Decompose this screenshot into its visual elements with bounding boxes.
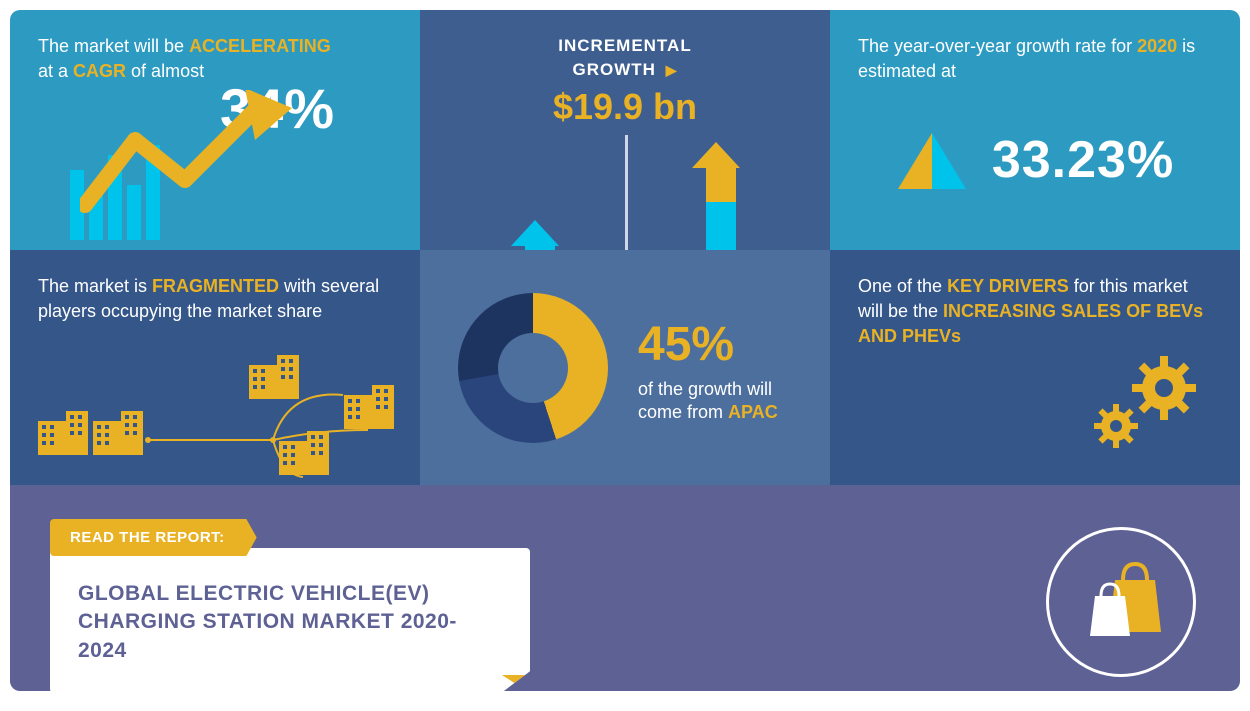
yoy-value: 33.23%: [992, 124, 1174, 197]
text: The market will be: [38, 36, 189, 56]
trend-arrow-icon: [80, 90, 420, 230]
report-title-card: GLOBAL ELECTRIC VEHICLE(EV) CHARGING STA…: [50, 548, 530, 691]
gears-icon: [1086, 354, 1206, 461]
highlight-year: 2020: [1137, 36, 1177, 56]
highlight-cagr: CAGR: [73, 61, 126, 81]
incremental-value: $19.9 bn: [448, 82, 802, 132]
apac-text: 45% of the growth will come from APAC: [638, 311, 778, 425]
text: of almost: [131, 61, 204, 81]
cagr-text: The market will be ACCELERATING at a CAG…: [38, 34, 392, 84]
footer: READ THE REPORT: GLOBAL ELECTRIC VEHICLE…: [10, 485, 1240, 691]
triangle-right-icon: ▶: [666, 62, 678, 78]
highlight-key-drivers: KEY DRIVERS: [947, 276, 1069, 296]
text: at a: [38, 61, 73, 81]
highlight-apac: APAC: [728, 402, 778, 422]
yoy-text: The year-over-year growth rate for 2020 …: [858, 34, 1212, 84]
building-icon: [249, 355, 303, 399]
cagr-chart: [70, 110, 410, 240]
panel-incremental-growth: INCREMENTAL GROWTH ▶ $19.9 bn 2019 2024: [420, 10, 830, 250]
row-1: The market will be ACCELERATING at a CAG…: [10, 10, 1240, 250]
building-icon: [279, 431, 333, 475]
building-icon: [344, 385, 398, 429]
triangle-up-icon: [896, 131, 968, 191]
incremental-title: INCREMENTAL GROWTH ▶: [448, 34, 802, 82]
fragmented-text: The market is FRAGMENTED with several pl…: [38, 274, 392, 324]
drivers-text: One of the KEY DRIVERS for this market w…: [858, 274, 1212, 350]
highlight-fragmented: FRAGMENTED: [152, 276, 279, 296]
panel-cagr: The market will be ACCELERATING at a CAG…: [10, 10, 420, 250]
buildings-diagram: [38, 355, 398, 455]
panel-apac: 45% of the growth will come from APAC: [420, 250, 830, 485]
donut-chart: [458, 293, 608, 443]
building-icon: [38, 411, 92, 455]
apac-percent: 45%: [638, 311, 778, 378]
yoy-value-block: 33.23%: [858, 124, 1212, 197]
panel-yoy-growth: The year-over-year growth rate for 2020 …: [830, 10, 1240, 250]
panel-key-drivers: One of the KEY DRIVERS for this market w…: [830, 250, 1240, 485]
infographic-container: The market will be ACCELERATING at a CAG…: [10, 10, 1240, 691]
row-2: The market is FRAGMENTED with several pl…: [10, 250, 1240, 485]
shopping-bag-icon: [1046, 527, 1196, 677]
read-report-tag: READ THE REPORT:: [50, 519, 257, 556]
highlight-accelerating: ACCELERATING: [189, 36, 331, 56]
panel-fragmented: The market is FRAGMENTED with several pl…: [10, 250, 420, 485]
